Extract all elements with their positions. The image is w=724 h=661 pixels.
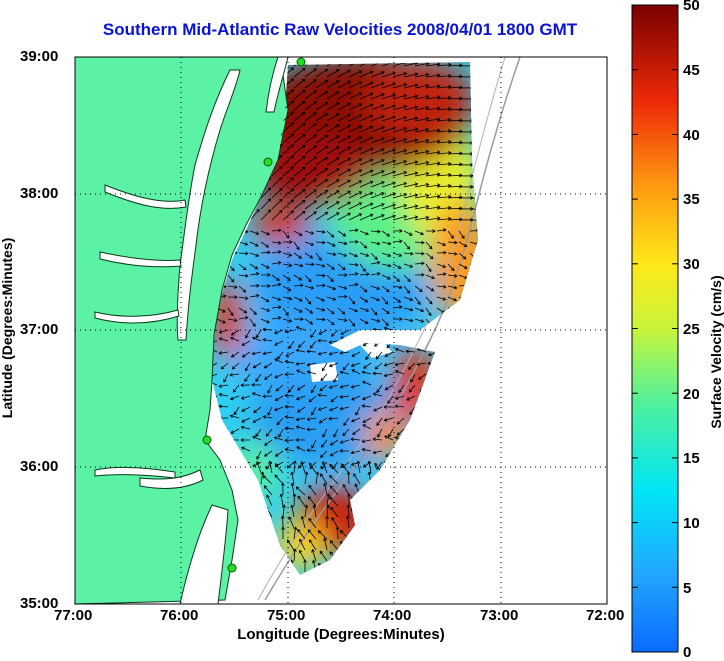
y-tick-label: 38:00 xyxy=(20,185,58,202)
colorbar-tick-label: 15 xyxy=(683,450,700,467)
colorbar-tick-label: 40 xyxy=(683,127,700,144)
vector-arrow xyxy=(338,527,339,539)
x-tick-label: 74:00 xyxy=(373,607,411,624)
colorbar-tick-label: 5 xyxy=(683,580,691,597)
y-tick-label: 36:00 xyxy=(20,458,58,475)
colorbar-tick-label: 20 xyxy=(683,386,700,403)
y-axis-label: Latitude (Degrees:Minutes) xyxy=(0,203,15,453)
x-axis-label: Longitude (Degrees:Minutes) xyxy=(75,626,607,643)
vector-arrow xyxy=(338,297,347,298)
x-tick-label: 72:00 xyxy=(586,607,624,624)
y-tick-label: 37:00 xyxy=(20,321,58,338)
colorbar-tick-label: 35 xyxy=(683,191,700,208)
x-tick-label: 75:00 xyxy=(267,607,305,624)
radar-site-marker xyxy=(228,564,236,572)
radar-site-marker xyxy=(264,158,272,166)
colorbar-tick-label: 0 xyxy=(683,644,691,661)
colorbar-tick-label: 50 xyxy=(683,0,700,14)
radar-site-marker xyxy=(203,436,211,444)
vector-arrow xyxy=(305,264,314,265)
colorbar-tick-label: 10 xyxy=(683,515,700,532)
y-tick-label: 39:00 xyxy=(20,48,58,65)
x-tick-label: 76:00 xyxy=(160,607,198,624)
x-tick-label: 77:00 xyxy=(54,607,92,624)
x-tick-label: 73:00 xyxy=(480,607,518,624)
colorbar-tick-label: 30 xyxy=(683,256,700,273)
radar-site-marker xyxy=(297,58,305,66)
colorbar-label: Surface Velocity (cm/s) xyxy=(708,232,724,472)
y-tick-label: 35:00 xyxy=(20,595,58,612)
colorbar-tick-label: 25 xyxy=(683,321,700,338)
vector-arrow xyxy=(294,494,295,506)
colorbar xyxy=(632,5,678,652)
vector-arrow xyxy=(349,472,350,484)
colorbar-tick-label: 45 xyxy=(683,62,700,79)
